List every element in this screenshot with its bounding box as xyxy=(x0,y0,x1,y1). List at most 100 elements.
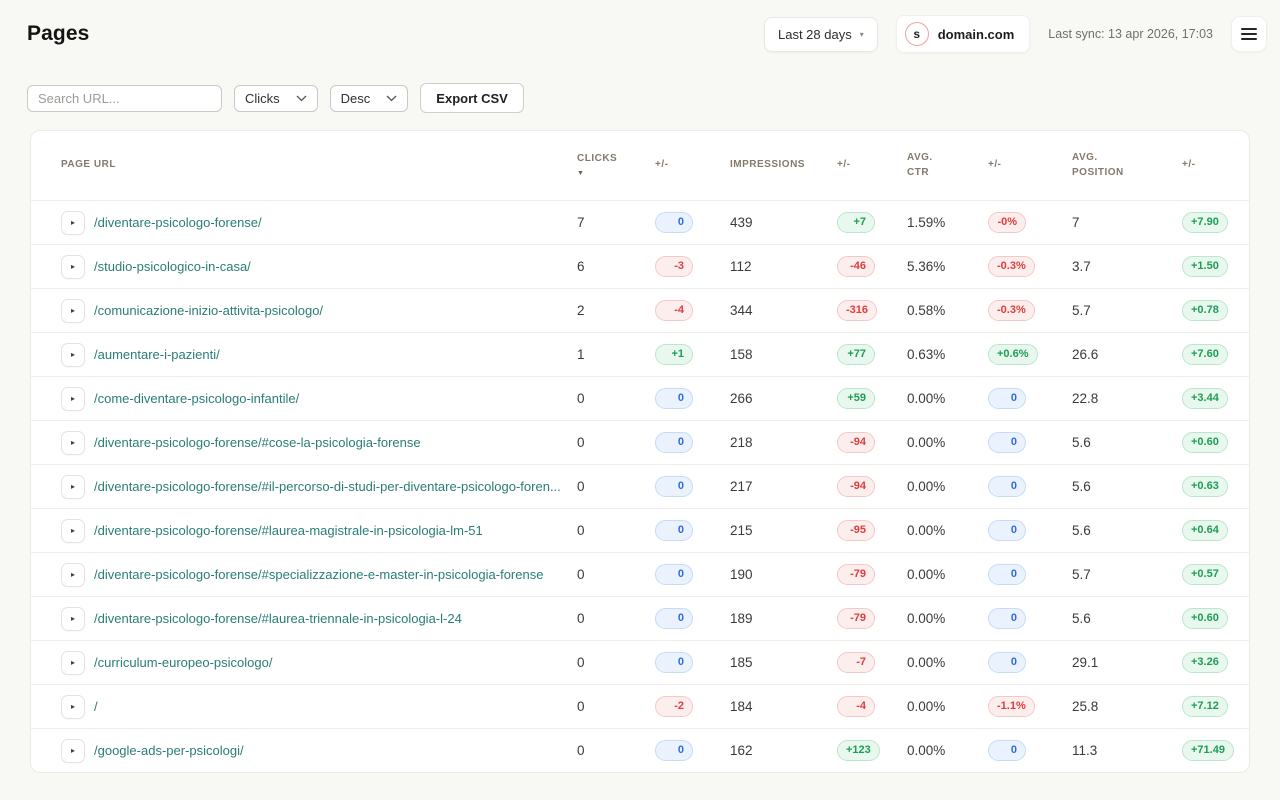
page-url-link[interactable]: /google-ads-per-psicologi/ xyxy=(94,742,244,758)
avg-ctr-value: 0.58% xyxy=(907,303,946,318)
sort-desc-icon: ▼ xyxy=(577,169,585,177)
avg-position-value: 11.3 xyxy=(1072,743,1098,758)
impressions-delta-badge: -79 xyxy=(837,607,875,630)
position-delta-badge: +3.44 xyxy=(1182,387,1228,410)
column-header-clicks-delta[interactable]: +/- xyxy=(655,159,669,171)
impressions-value: 217 xyxy=(730,479,753,494)
table-row: ▸ /diventare-psicologo-forense/#laurea-t… xyxy=(31,596,1249,640)
avg-ctr-value: 0.00% xyxy=(907,655,946,670)
table-row: ▸ /come-diventare-psicologo-infantile/ 0… xyxy=(31,376,1249,420)
page-url-link[interactable]: /studio-psicologico-in-casa/ xyxy=(94,258,251,274)
impressions-delta-badge: -4 xyxy=(837,695,875,718)
clicks-value: 0 xyxy=(577,435,585,450)
clicks-value: 0 xyxy=(577,699,585,714)
avg-position-value: 5.6 xyxy=(1072,611,1091,626)
caret-right-icon: ▸ xyxy=(70,437,75,447)
search-input[interactable] xyxy=(27,84,222,112)
expand-row-button[interactable]: ▸ xyxy=(61,254,85,279)
impressions-delta-badge: -94 xyxy=(837,431,875,454)
expand-row-button[interactable]: ▸ xyxy=(61,210,85,235)
impressions-value: 162 xyxy=(730,743,753,758)
clicks-delta-badge: +1 xyxy=(655,343,693,366)
menu-button[interactable] xyxy=(1231,16,1267,52)
impressions-value: 344 xyxy=(730,303,753,318)
avg-position-value: 29.1 xyxy=(1072,655,1099,670)
page-url-cell: ▸ /diventare-psicologo-forense/#speciali… xyxy=(61,562,577,587)
clicks-delta-badge: 0 xyxy=(655,475,693,498)
clicks-value: 0 xyxy=(577,567,585,582)
expand-row-button[interactable]: ▸ xyxy=(61,342,85,367)
clicks-value: 2 xyxy=(577,303,585,318)
avg-ctr-value: 0.00% xyxy=(907,699,946,714)
impressions-delta-badge: +123 xyxy=(837,739,880,762)
expand-row-button[interactable]: ▸ xyxy=(61,650,85,675)
column-header-avg-position[interactable]: AVG. POSITION xyxy=(1072,152,1124,178)
impressions-value: 215 xyxy=(730,523,753,538)
column-header-position-delta[interactable]: +/- xyxy=(1182,159,1196,171)
export-csv-button[interactable]: Export CSV xyxy=(420,83,524,113)
clicks-delta-badge: 0 xyxy=(655,563,693,586)
column-header-ctr-delta[interactable]: +/- xyxy=(988,159,1002,171)
page-url-link[interactable]: /diventare-psicologo-forense/#il-percors… xyxy=(94,478,561,494)
clicks-delta-badge: 0 xyxy=(655,387,693,410)
caret-right-icon: ▸ xyxy=(70,745,75,755)
table-row: ▸ /curriculum-europeo-psicologo/ 0 0 185… xyxy=(31,640,1249,684)
position-delta-badge: +0.63 xyxy=(1182,475,1228,498)
clicks-value: 0 xyxy=(577,743,585,758)
caret-right-icon: ▸ xyxy=(70,657,75,667)
page-url-link[interactable]: /diventare-psicologo-forense/ xyxy=(94,214,262,230)
expand-row-button[interactable]: ▸ xyxy=(61,694,85,719)
expand-row-button[interactable]: ▸ xyxy=(61,738,85,763)
ctr-delta-badge: -0.3% xyxy=(988,299,1035,322)
table-row: ▸ /diventare-psicologo-forense/ 7 0 439 … xyxy=(31,200,1249,244)
page-url-link[interactable]: /come-diventare-psicologo-infantile/ xyxy=(94,390,300,406)
avg-ctr-value: 0.00% xyxy=(907,435,946,450)
page-url-link[interactable]: / xyxy=(94,698,98,714)
position-delta-badge: +1.50 xyxy=(1182,255,1228,278)
page-url-cell: ▸ /curriculum-europeo-psicologo/ xyxy=(61,650,577,675)
clicks-value: 1 xyxy=(577,347,585,362)
caret-right-icon: ▸ xyxy=(70,613,75,623)
expand-row-button[interactable]: ▸ xyxy=(61,386,85,411)
sort-field-select[interactable]: Clicks xyxy=(234,84,318,112)
impressions-value: 218 xyxy=(730,435,753,450)
clicks-value: 6 xyxy=(577,259,585,274)
sort-direction-select[interactable]: Desc xyxy=(329,84,409,112)
date-range-dropdown[interactable]: Last 28 days ▾ xyxy=(763,16,878,52)
column-header-page-url[interactable]: PAGE URL xyxy=(61,159,116,171)
page-url-link[interactable]: /curriculum-europeo-psicologo/ xyxy=(94,654,273,670)
expand-row-button[interactable]: ▸ xyxy=(61,606,85,631)
expand-row-button[interactable]: ▸ xyxy=(61,518,85,543)
expand-row-button[interactable]: ▸ xyxy=(61,298,85,323)
page-url-cell: ▸ /diventare-psicologo-forense/#cose-la-… xyxy=(61,430,577,455)
impressions-delta-badge: -46 xyxy=(837,255,875,278)
expand-row-button[interactable]: ▸ xyxy=(61,562,85,587)
expand-row-button[interactable]: ▸ xyxy=(61,430,85,455)
clicks-delta-badge: 0 xyxy=(655,519,693,542)
avg-ctr-value: 0.00% xyxy=(907,743,946,758)
ctr-delta-badge: -0.3% xyxy=(988,255,1035,278)
column-header-impressions[interactable]: IMPRESSIONS xyxy=(730,159,805,171)
column-header-clicks[interactable]: CLICKS ▼ xyxy=(577,138,655,194)
site-domain-label: domain.com xyxy=(937,26,1015,42)
page-url-link[interactable]: /comunicazione-inizio-attivita-psicologo… xyxy=(94,302,324,318)
page-url-link[interactable]: /aumentare-i-pazienti/ xyxy=(94,346,220,362)
page-url-link[interactable]: /diventare-psicologo-forense/#cose-la-ps… xyxy=(94,434,421,450)
site-selector[interactable]: s domain.com xyxy=(895,15,1031,53)
position-delta-badge: +0.60 xyxy=(1182,607,1228,630)
table-header-row: PAGE URL CLICKS ▼ +/- IMPRESSIONS +/- AV… xyxy=(31,131,1249,200)
column-header-avg-ctr[interactable]: AVG. CTR xyxy=(907,152,933,178)
table-row: ▸ /diventare-psicologo-forense/#cose-la-… xyxy=(31,420,1249,464)
impressions-value: 439 xyxy=(730,215,753,230)
page-url-link[interactable]: /diventare-psicologo-forense/#specializz… xyxy=(94,566,544,582)
page-url-link[interactable]: /diventare-psicologo-forense/#laurea-mag… xyxy=(94,522,483,538)
clicks-delta-badge: 0 xyxy=(655,651,693,674)
avg-ctr-value: 1.59% xyxy=(907,215,946,230)
column-header-impressions-delta[interactable]: +/- xyxy=(837,159,851,171)
page-url-link[interactable]: /diventare-psicologo-forense/#laurea-tri… xyxy=(94,610,462,626)
avg-position-value: 5.7 xyxy=(1072,303,1091,318)
impressions-delta-badge: +7 xyxy=(837,211,875,234)
table-row: ▸ / 0 -2 184 -4 0.00% -1.1% 25.8 +7.12 xyxy=(31,684,1249,728)
expand-row-button[interactable]: ▸ xyxy=(61,474,85,499)
page-url-cell: ▸ /diventare-psicologo-forense/#il-perco… xyxy=(61,474,577,499)
